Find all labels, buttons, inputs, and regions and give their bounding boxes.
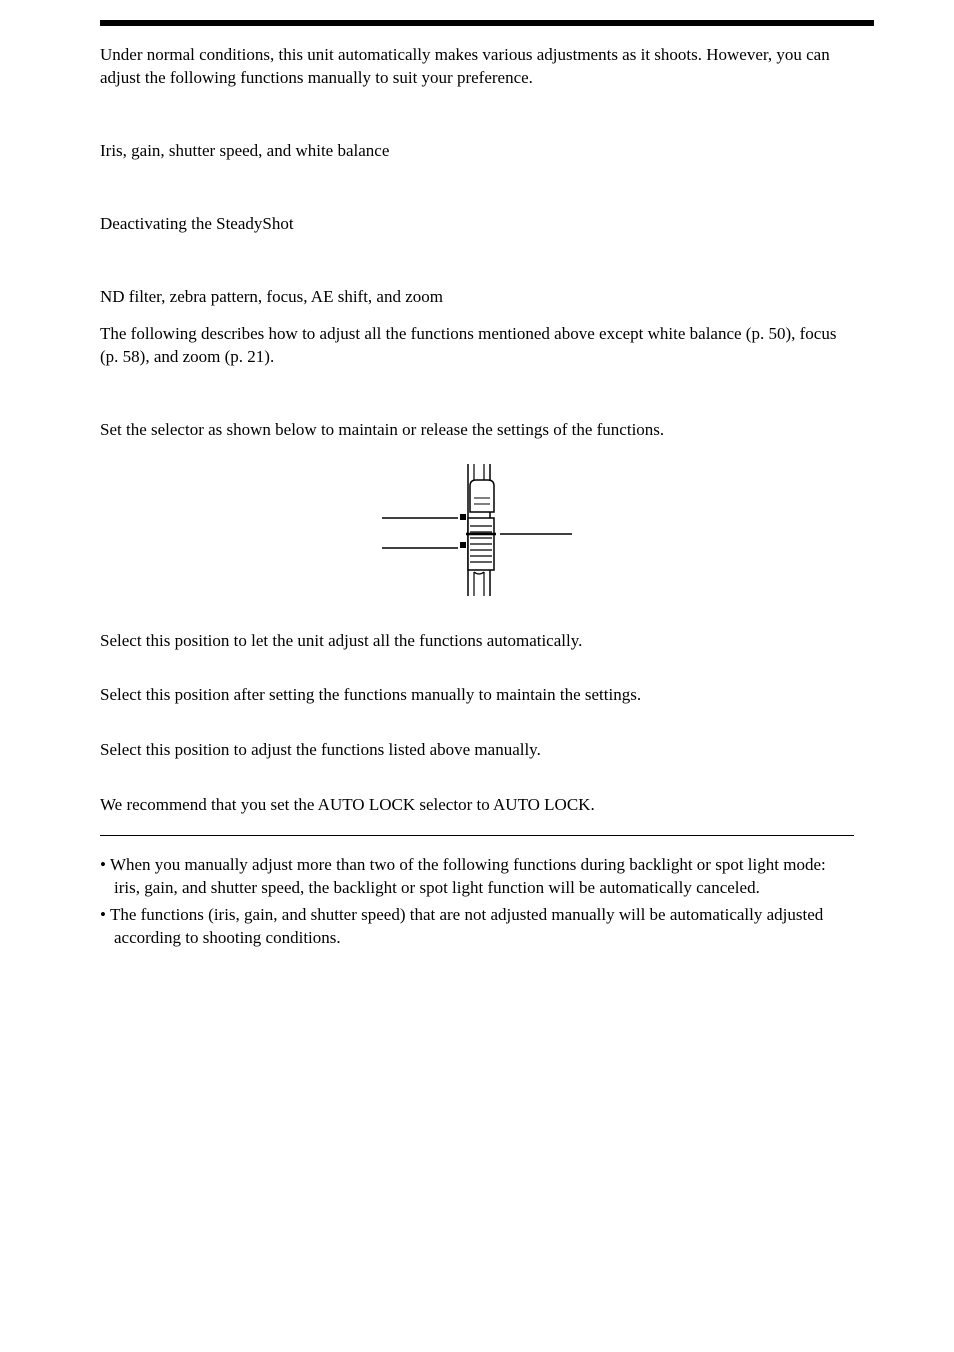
note-item-2: The functions (iris, gain, and shutter s… — [100, 904, 854, 950]
following-describes: The following describes how to adjust al… — [100, 323, 854, 369]
intro-paragraph: Under normal conditions, this unit autom… — [100, 44, 854, 90]
selector-diagram — [100, 456, 854, 604]
position-hold-text: Select this position after setting the f… — [100, 684, 854, 707]
functions-group-3: ND filter, zebra pattern, focus, AE shif… — [100, 286, 854, 309]
page-content: Under normal conditions, this unit autom… — [0, 44, 954, 994]
top-rule — [100, 20, 874, 26]
recommendation-text: We recommend that you set the AUTO LOCK … — [100, 794, 854, 817]
position-manual-text: Select this position to adjust the funct… — [100, 739, 854, 762]
selector-intro: Set the selector as shown below to maint… — [100, 419, 854, 442]
functions-group-2: Deactivating the SteadyShot — [100, 213, 854, 236]
position-auto-text: Select this position to let the unit adj… — [100, 630, 854, 653]
functions-group-1: Iris, gain, shutter speed, and white bal… — [100, 140, 854, 163]
notes-divider — [100, 835, 854, 836]
note-item-1: When you manually adjust more than two o… — [100, 854, 854, 900]
